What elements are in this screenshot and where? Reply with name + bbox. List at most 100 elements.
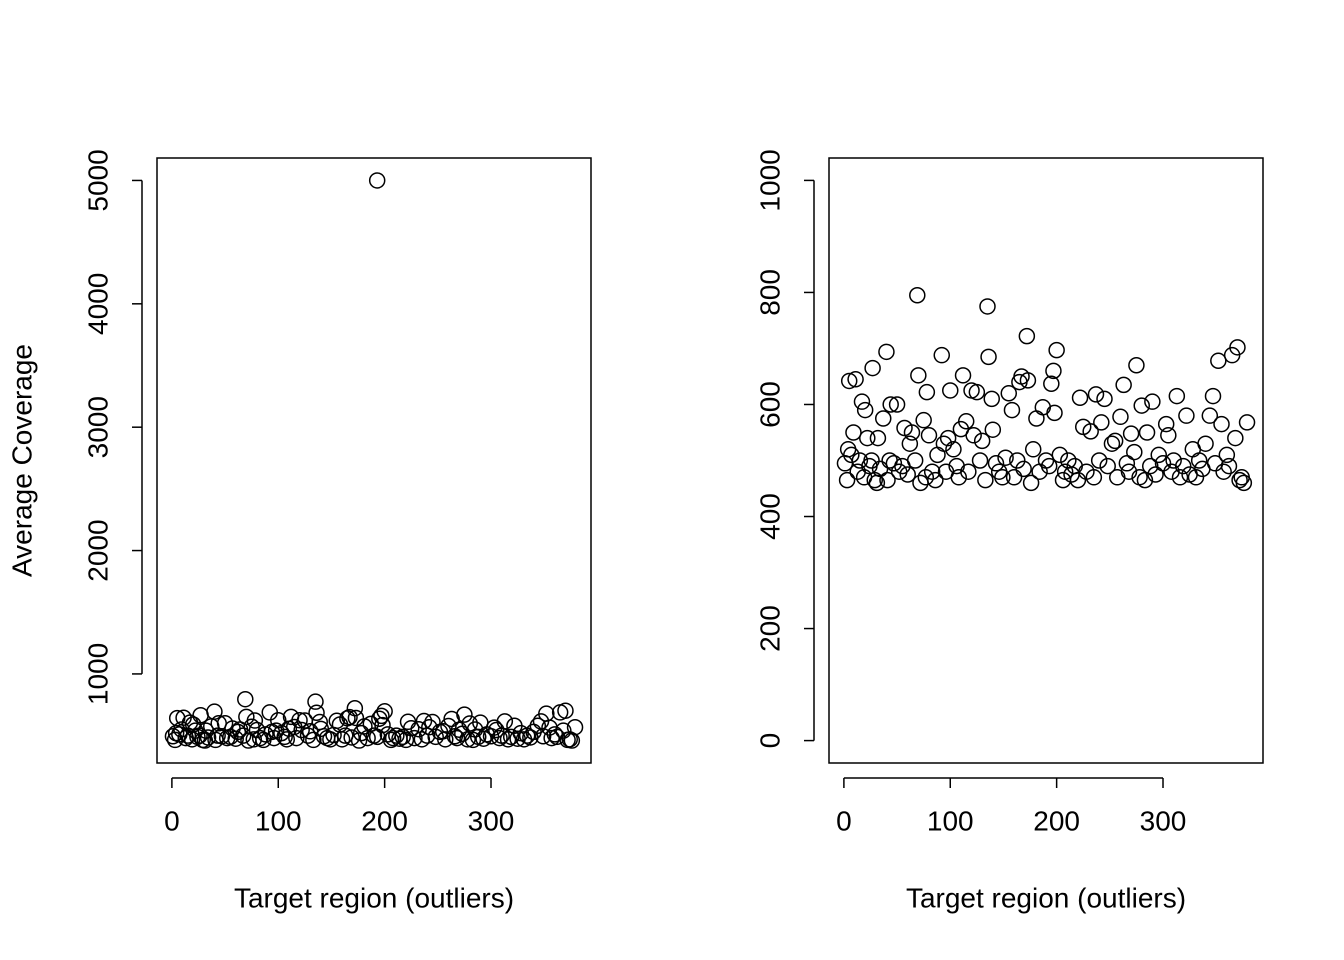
point: [1163, 463, 1180, 480]
point: [566, 718, 584, 736]
y-tick-label: 1000: [754, 149, 785, 211]
point: [1190, 452, 1208, 469]
point: [341, 708, 358, 726]
x-tick-label: 300: [468, 805, 515, 836]
point: [496, 713, 514, 730]
point: [410, 720, 427, 738]
point: [308, 704, 325, 722]
point: [456, 706, 473, 723]
point: [1028, 410, 1045, 427]
point: [1015, 460, 1032, 478]
point: [871, 460, 889, 478]
point: [1126, 443, 1143, 461]
point: [1019, 372, 1037, 389]
point: [851, 452, 869, 469]
point: [885, 455, 903, 472]
point: [1213, 415, 1230, 433]
point: [206, 703, 223, 720]
point: [942, 382, 959, 399]
point: [276, 728, 293, 746]
plot-frame: [156, 157, 592, 764]
point: [234, 727, 252, 744]
point: [291, 711, 308, 729]
point: [328, 712, 346, 730]
point: [288, 729, 305, 747]
point: [293, 721, 310, 739]
point: [878, 343, 895, 361]
point: [920, 427, 938, 444]
x-tick-label: 200: [1033, 805, 1080, 836]
point: [1144, 393, 1161, 410]
point: [1215, 463, 1232, 480]
point: [971, 452, 989, 469]
point: [1000, 385, 1018, 402]
point: [1051, 446, 1069, 464]
point: [1085, 469, 1103, 486]
point: [346, 699, 364, 717]
point: [1174, 457, 1192, 475]
point: [534, 727, 552, 745]
point: [984, 421, 1002, 438]
point: [909, 286, 926, 304]
point: [448, 729, 466, 747]
point: [950, 469, 968, 486]
point: [1003, 401, 1021, 419]
point: [1009, 452, 1026, 469]
point: [1235, 474, 1253, 492]
point: [1138, 424, 1156, 441]
point: [261, 704, 279, 721]
point: [227, 730, 244, 747]
point: [935, 435, 953, 452]
point: [1154, 455, 1172, 472]
point: [555, 722, 572, 739]
y-tick-label: 400: [754, 493, 785, 540]
point: [1133, 397, 1150, 414]
y-tick-label: 5000: [82, 149, 113, 211]
point: [968, 383, 986, 401]
point: [1037, 452, 1055, 469]
point: [197, 722, 215, 739]
point: [1018, 327, 1036, 345]
point: [1227, 429, 1244, 447]
point: [879, 471, 896, 489]
point: [437, 731, 454, 748]
point: [1112, 408, 1129, 426]
y-tick-label: 0: [754, 733, 785, 749]
point: [278, 731, 296, 748]
point: [875, 410, 892, 427]
point: [1218, 446, 1236, 464]
point: [839, 441, 857, 458]
point: [853, 393, 871, 410]
point: [1096, 390, 1113, 408]
point: [915, 411, 932, 429]
point: [977, 471, 994, 489]
point: [305, 731, 322, 749]
point: [373, 707, 390, 725]
point: [1069, 471, 1087, 489]
x-tick-label: 200: [361, 805, 408, 836]
point: [374, 716, 391, 734]
point: [376, 703, 393, 720]
point: [362, 715, 380, 733]
x-tick-label: 100: [255, 805, 302, 836]
y-tick-label: 800: [754, 269, 785, 316]
point: [933, 346, 951, 364]
point: [502, 728, 520, 746]
point: [1136, 471, 1154, 489]
point: [1210, 352, 1227, 370]
point: [1128, 357, 1145, 374]
point: [1141, 457, 1159, 475]
point: [1093, 414, 1110, 431]
point: [1220, 457, 1238, 475]
x-tick-label: 0: [836, 805, 852, 836]
point: [939, 429, 957, 447]
point: [1204, 387, 1222, 405]
point: [238, 708, 255, 726]
point: [945, 441, 962, 458]
point: [406, 729, 423, 747]
point: [918, 383, 936, 401]
point: [960, 463, 977, 480]
point: [246, 712, 264, 729]
point: [491, 729, 508, 747]
